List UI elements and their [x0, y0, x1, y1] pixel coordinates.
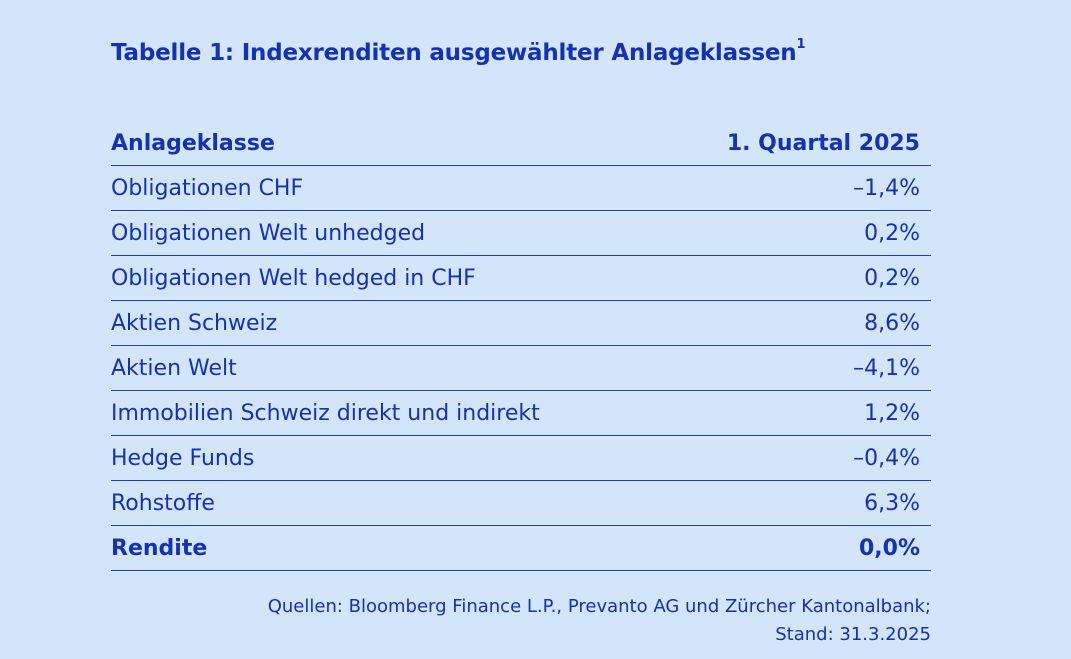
table-row: Obligationen Welt hedged in CHF 0,2% — [111, 256, 931, 301]
row-label: Hedge Funds — [111, 445, 255, 471]
table-row: Aktien Schweiz 8,6% — [111, 301, 931, 346]
row-value: 1,2% — [864, 400, 920, 426]
row-label: Aktien Schweiz — [111, 310, 278, 336]
header-period: 1. Quartal 2025 — [726, 131, 920, 156]
row-value: 8,6% — [864, 310, 920, 336]
row-value: 0,2% — [864, 265, 920, 291]
row-label: Rohstoffe — [111, 490, 215, 516]
row-label: Obligationen Welt hedged in CHF — [111, 265, 476, 291]
table-header-row: Anlageklasse 1. Quartal 2025 — [111, 122, 931, 166]
row-label: Obligationen CHF — [111, 175, 304, 201]
table-row: Immobilien Schweiz direkt und indirekt 1… — [111, 391, 931, 436]
returns-table: Anlageklasse 1. Quartal 2025 Obligatione… — [111, 122, 931, 571]
row-value: –0,4% — [853, 445, 920, 471]
row-label: Aktien Welt — [111, 355, 237, 381]
total-row: Rendite 0,0% — [111, 526, 931, 571]
table-row: Obligationen Welt unhedged 0,2% — [111, 211, 931, 256]
row-label: Immobilien Schweiz direkt und indirekt — [111, 400, 540, 426]
title-footnote-marker: 1 — [796, 37, 806, 52]
total-label: Rendite — [111, 535, 208, 561]
row-label: Obligationen Welt unhedged — [111, 220, 426, 246]
table-row: Aktien Welt –4,1% — [111, 346, 931, 391]
table-row: Obligationen CHF –1,4% — [111, 166, 931, 211]
table-row: Rohstoffe 6,3% — [111, 481, 931, 526]
row-value: –1,4% — [853, 175, 920, 201]
source-line-2: Stand: 31.3.2025 — [775, 624, 931, 645]
table-title: Tabelle 1: Indexrenditen ausgewählter An… — [111, 37, 806, 66]
source-note: Quellen: Bloomberg Finance L.P., Prevant… — [268, 593, 931, 649]
table-title-text: Tabelle 1: Indexrenditen ausgewählter An… — [111, 40, 797, 66]
table-row: Hedge Funds –0,4% — [111, 436, 931, 481]
row-value: –4,1% — [853, 355, 920, 381]
total-value: 0,0% — [858, 535, 920, 561]
header-category: Anlageklasse — [111, 131, 275, 156]
source-line-1: Quellen: Bloomberg Finance L.P., Prevant… — [267, 596, 931, 617]
row-value: 0,2% — [864, 220, 920, 246]
row-value: 6,3% — [864, 490, 920, 516]
